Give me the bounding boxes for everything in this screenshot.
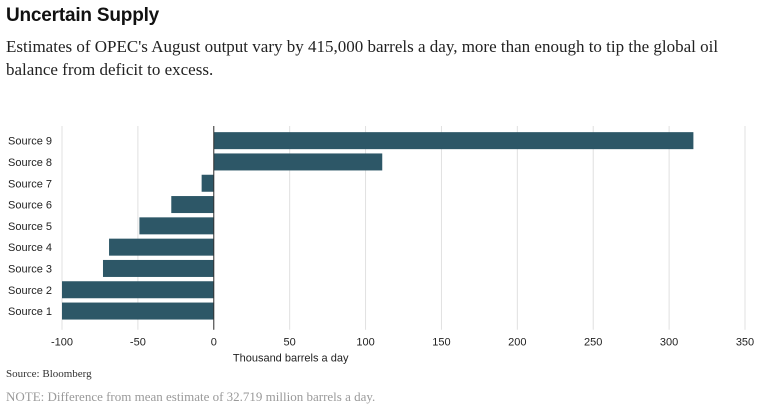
x-tick-label: -50 bbox=[130, 337, 146, 349]
x-tick-label: 0 bbox=[211, 337, 217, 349]
bar bbox=[102, 259, 214, 277]
category-label: Source 7 bbox=[8, 178, 52, 190]
x-tick-label: 350 bbox=[736, 337, 754, 349]
bar bbox=[213, 153, 383, 171]
bar bbox=[201, 174, 214, 192]
x-tick-label: 100 bbox=[356, 337, 374, 349]
category-label: Source 6 bbox=[8, 200, 52, 212]
footnote: NOTE: Difference from mean estimate of 3… bbox=[6, 389, 376, 404]
category-label: Source 3 bbox=[8, 263, 52, 275]
x-axis-label: Thousand barrels a day bbox=[233, 353, 349, 365]
bar bbox=[109, 238, 214, 256]
bar bbox=[139, 217, 214, 235]
x-tick-label: -100 bbox=[51, 337, 73, 349]
category-label: Source 2 bbox=[8, 285, 52, 297]
source-note: Source: Bloomberg bbox=[6, 368, 92, 380]
bar bbox=[213, 132, 694, 150]
category-label: Source 5 bbox=[8, 221, 52, 233]
x-tick-label: 150 bbox=[432, 337, 450, 349]
chart-subtitle: Estimates of OPEC's August output vary b… bbox=[6, 37, 719, 79]
category-label: Source 4 bbox=[8, 242, 52, 254]
category-label: Source 1 bbox=[8, 306, 52, 318]
chart-title: Uncertain Supply bbox=[6, 5, 160, 26]
x-tick-label: 50 bbox=[284, 337, 296, 349]
bar bbox=[171, 196, 214, 214]
x-tick-label: 250 bbox=[584, 337, 602, 349]
x-tick-label: 200 bbox=[508, 337, 526, 349]
bar bbox=[62, 281, 214, 299]
category-label: Source 9 bbox=[8, 136, 52, 148]
category-label: Source 8 bbox=[8, 157, 52, 169]
x-tick-label: 300 bbox=[660, 337, 678, 349]
bar bbox=[62, 302, 214, 320]
bar-chart: -100 -50 0 50 100 150 200 250 300 350 Source 9 Sour… bbox=[8, 126, 754, 365]
